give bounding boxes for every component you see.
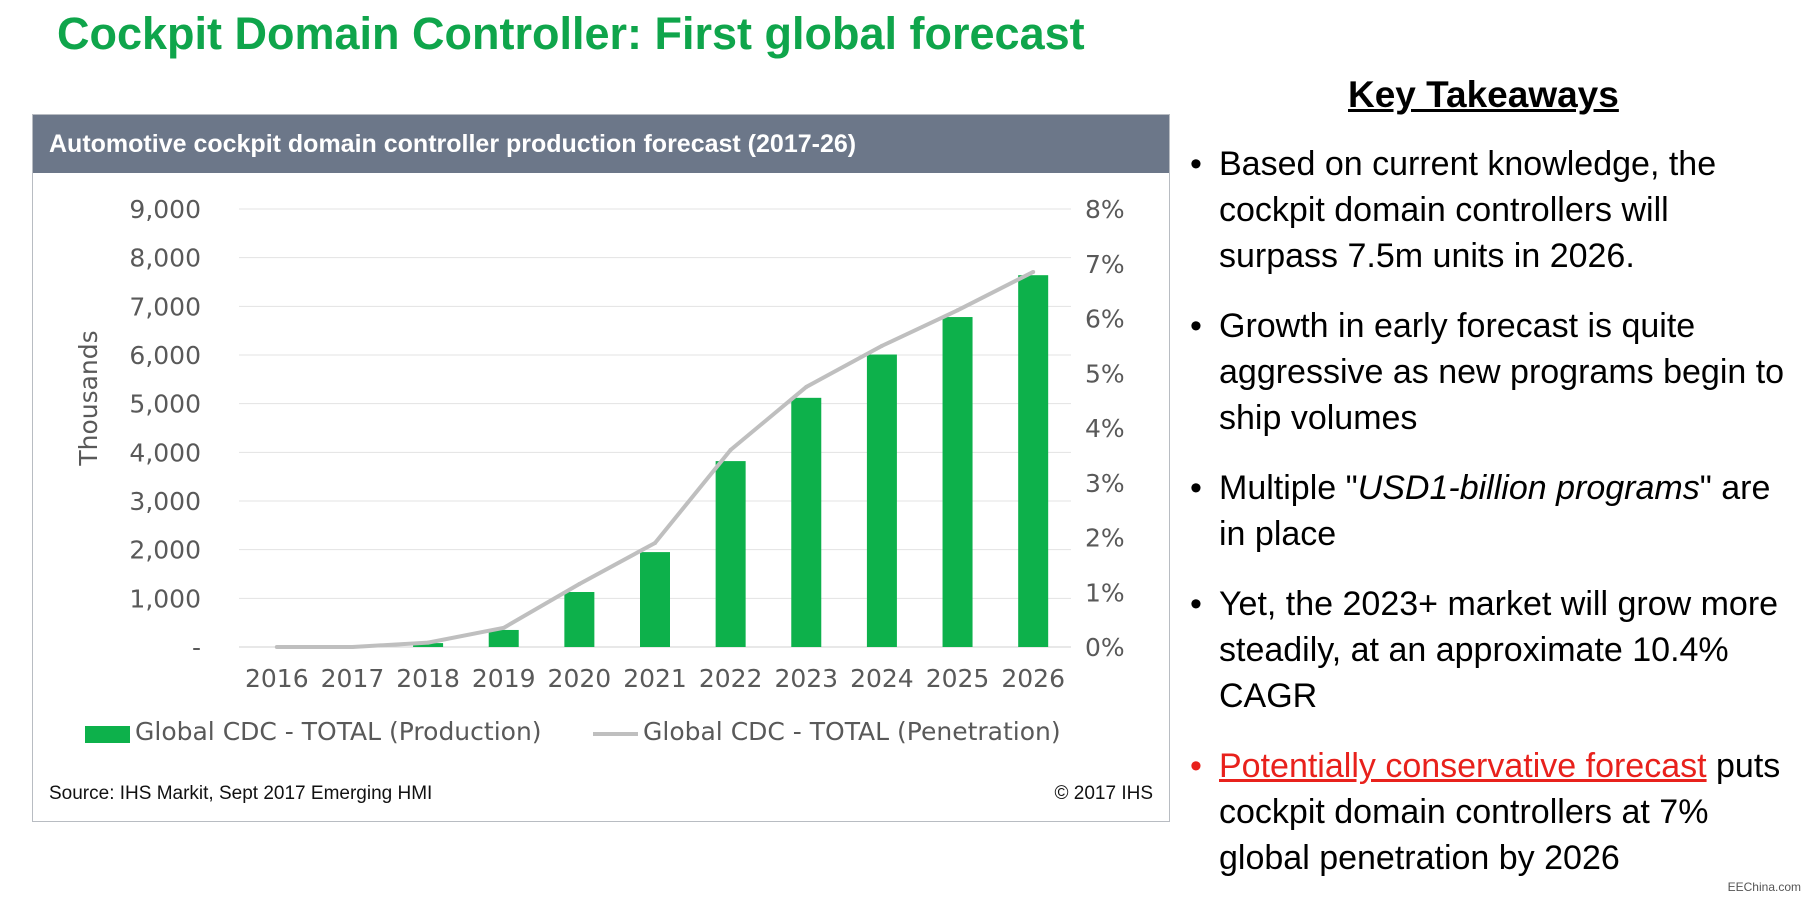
line-point	[728, 447, 733, 452]
source-note: Source: IHS Markit, Sept 2017 Emerging H…	[49, 783, 433, 804]
takeaway-text: puts cockpit domain controllers at 7% gl…	[1219, 747, 1781, 877]
chart-svg: - 1,000 2,000 3,000 4,000 5,000 6,000 7,000 8,00…	[74, 195, 1125, 746]
y-tick-label: 5,000	[129, 390, 201, 419]
y-tick-label: 2,000	[129, 536, 201, 565]
page-title: Cockpit Domain Controller: First global …	[57, 8, 1085, 59]
line-point	[955, 308, 960, 313]
copyright-note: © 2017 IHS	[1054, 783, 1154, 804]
bar	[791, 397, 822, 647]
takeaway-text: Yet, the 2023+ market will grow more ste…	[1219, 585, 1779, 715]
x-tick-label: 2026	[1001, 664, 1065, 693]
y2-tick-label: 6%	[1085, 305, 1125, 334]
y2-tick-label: 5%	[1085, 359, 1125, 388]
bar	[715, 461, 746, 647]
line-point	[577, 582, 582, 587]
bullet-icon: •	[1190, 747, 1202, 785]
bar-series	[413, 275, 1049, 647]
y-tick-label: 6,000	[129, 341, 201, 370]
watermark: EEChina.com	[1727, 880, 1801, 894]
takeaways-list: • Based on current knowledge, the cockpi…	[1190, 141, 1790, 905]
bullet-icon: •	[1190, 585, 1202, 623]
y-tick-label: 4,000	[129, 438, 201, 467]
takeaway-text-suffix: " are in place	[1219, 469, 1771, 553]
line-point	[426, 640, 431, 645]
y-axis-title: Thousands	[74, 330, 103, 466]
bar	[413, 643, 444, 647]
line-series	[274, 269, 1036, 649]
takeaway-item: • Growth in early forecast is quite aggr…	[1190, 303, 1790, 441]
takeaway-text: Growth in early forecast is quite aggres…	[1219, 307, 1785, 437]
bar	[1018, 275, 1049, 647]
bullet-icon: •	[1190, 307, 1202, 345]
y-tick-label: 8,000	[129, 244, 201, 273]
takeaway-item: • Yet, the 2023+ market will grow more s…	[1190, 581, 1790, 719]
chart-panel: Automotive cockpit domain controller pro…	[32, 114, 1170, 822]
bullet-icon: •	[1190, 469, 1202, 507]
y2-tick-label: 2%	[1085, 524, 1125, 553]
line-point	[501, 625, 506, 630]
y-tick-label: 1,000	[129, 584, 201, 613]
x-tick-label: 2017	[321, 664, 385, 693]
takeaways-heading: Key Takeaways	[1348, 74, 1619, 115]
y-tick-label: 3,000	[129, 487, 201, 516]
line-point	[804, 384, 809, 389]
y2-tick-label: 4%	[1085, 414, 1125, 443]
x-tick-label: 2022	[699, 664, 763, 693]
bar	[564, 592, 595, 647]
bar	[488, 629, 519, 647]
takeaway-item: • Multiple "USD1-billion programs" are i…	[1190, 465, 1790, 557]
takeaway-text-italic: USD1-billion programs	[1357, 469, 1700, 507]
bar	[942, 317, 973, 647]
bullet-icon: •	[1190, 145, 1202, 183]
legend-swatch-production	[85, 726, 130, 743]
line-point	[274, 645, 279, 649]
x-tick-label: 2020	[548, 664, 612, 693]
y-tick-label: 7,000	[129, 292, 201, 321]
x-tick-label: 2018	[396, 664, 460, 693]
axis-labels: - 1,000 2,000 3,000 4,000 5,000 6,000 7,000 8,00…	[74, 195, 1125, 693]
y2-tick-label: 0%	[1085, 633, 1125, 662]
legend-label-penetration: Global CDC - TOTAL (Penetration)	[643, 717, 1061, 746]
y-tick-label: -	[192, 633, 201, 662]
line-point	[879, 343, 884, 348]
takeaway-text: Based on current knowledge, the cockpit …	[1219, 145, 1717, 275]
chart-header: Automotive cockpit domain controller pro…	[33, 115, 1169, 173]
x-tick-label: 2021	[623, 664, 687, 693]
x-tick-label: 2019	[472, 664, 536, 693]
x-tick-label: 2016	[245, 664, 309, 693]
y2-tick-label: 7%	[1085, 250, 1125, 279]
line-point	[350, 645, 355, 649]
x-tick-label: 2023	[774, 664, 838, 693]
takeaway-text-prefix: Multiple "	[1219, 469, 1358, 507]
y2-tick-label: 3%	[1085, 469, 1125, 498]
line-point	[1031, 269, 1036, 274]
bar	[866, 354, 897, 647]
y2-tick-label: 8%	[1085, 195, 1125, 224]
legend: Global CDC - TOTAL (Production) Global CD…	[85, 717, 1061, 746]
takeaway-item: • Based on current knowledge, the cockpi…	[1190, 141, 1790, 279]
y2-tick-label: 1%	[1085, 578, 1125, 607]
bar	[640, 552, 670, 647]
x-tick-label: 2024	[850, 664, 914, 693]
legend-label-production: Global CDC - TOTAL (Production)	[135, 717, 542, 746]
x-tick-label: 2025	[926, 664, 990, 693]
takeaway-highlight: Potentially conservative forecast	[1219, 747, 1707, 785]
takeaway-item: • Potentially conservative forecast puts…	[1190, 743, 1790, 881]
gridlines	[239, 208, 1071, 648]
y-tick-label: 9,000	[129, 195, 201, 224]
line-point	[653, 540, 657, 545]
